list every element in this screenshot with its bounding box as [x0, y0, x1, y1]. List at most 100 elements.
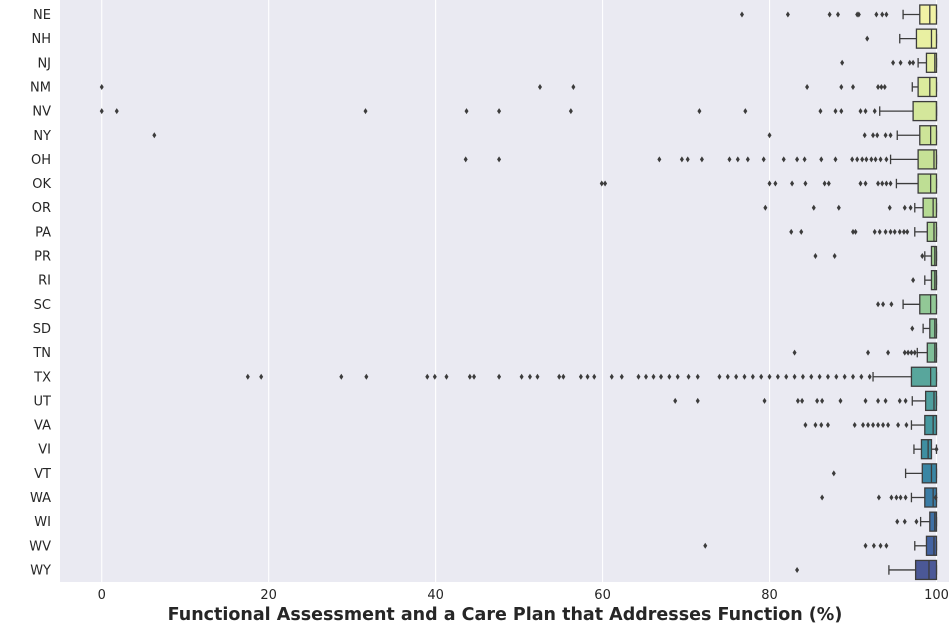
y-tick-label: TX: [33, 370, 51, 385]
outlier-point: [826, 180, 831, 187]
y-tick-label: WV: [29, 539, 51, 554]
outlier-point: [876, 301, 881, 308]
outlier-point: [809, 373, 814, 380]
outlier-point: [497, 373, 502, 380]
outlier-point: [762, 397, 767, 404]
box-ny: [896, 125, 938, 146]
outlier-point: [784, 373, 789, 380]
outlier-point: [884, 156, 889, 163]
outlier-point: [609, 373, 614, 380]
outlier-point: [463, 156, 468, 163]
box-ri: [924, 269, 938, 291]
outlier-point: [874, 11, 879, 18]
outlier-point: [879, 83, 884, 90]
outlier-point: [833, 156, 838, 163]
outlier-point: [792, 349, 797, 356]
outlier-point: [568, 108, 573, 115]
outlier-point: [888, 180, 893, 187]
outlier-point: [839, 108, 844, 115]
outlier-point: [884, 11, 889, 18]
y-tick-label: OK: [32, 177, 51, 192]
outlier-point: [761, 156, 766, 163]
iqr-box: [925, 535, 938, 556]
outlier-point: [259, 373, 264, 380]
outlier-point: [619, 373, 624, 380]
outlier-point: [871, 132, 876, 139]
outlier-point: [557, 373, 562, 380]
y-tick-label: NY: [33, 129, 51, 144]
outlier-point: [883, 397, 888, 404]
iqr-box: [919, 125, 938, 146]
iqr-box: [910, 366, 938, 387]
outlier-point: [858, 108, 863, 115]
outlier-point: [799, 228, 804, 235]
outlier-point: [869, 156, 874, 163]
outlier-point: [805, 83, 810, 90]
outlier-point: [578, 373, 583, 380]
outlier-point: [892, 228, 897, 235]
outlier-point: [880, 11, 885, 18]
box-ne: [902, 4, 938, 25]
outlier-point: [99, 83, 104, 90]
box-sc: [902, 294, 938, 315]
outlier-point: [667, 373, 672, 380]
outlier-point: [603, 180, 608, 187]
outlier-point: [888, 132, 893, 139]
outlier-point: [866, 422, 871, 429]
outlier-point: [535, 373, 540, 380]
iqr-box: [929, 511, 938, 532]
boxes-layer: [872, 4, 938, 581]
outlier-point: [767, 373, 772, 380]
outlier-point: [839, 83, 844, 90]
x-tick-label: 20: [260, 588, 277, 603]
outlier-point: [878, 542, 883, 549]
y-tick-label: UT: [34, 394, 52, 409]
y-tick-labels: NE NH NJ NM NV NY OH OK OR PA PR RI SC SD TN TX UT VA VI VT…: [29, 8, 51, 578]
outlier-point: [363, 108, 368, 115]
outlier-point: [863, 397, 868, 404]
outlier-point: [909, 349, 914, 356]
y-tick-label: VT: [34, 467, 51, 482]
x-tick-label: 0: [98, 588, 106, 603]
outlier-point: [432, 373, 437, 380]
iqr-box: [930, 269, 938, 291]
outlier-point: [876, 180, 881, 187]
outlier-point: [861, 422, 866, 429]
outlier-point: [914, 518, 919, 525]
outlier-point: [789, 228, 794, 235]
outlier-point: [883, 228, 888, 235]
outlier-point: [464, 108, 469, 115]
outlier-point: [742, 373, 747, 380]
outlier-point: [703, 542, 708, 549]
outlier-point: [785, 11, 790, 18]
outlier-point: [679, 156, 684, 163]
outlier-point: [865, 35, 870, 42]
outlier-point: [636, 373, 641, 380]
outlier-point: [727, 156, 732, 163]
outlier-point: [882, 83, 887, 90]
box-pa: [914, 221, 938, 243]
outlier-point: [897, 397, 902, 404]
outlier-point: [825, 422, 830, 429]
outlier-point: [898, 494, 903, 501]
outlier-point: [467, 373, 472, 380]
outlier-point: [659, 373, 664, 380]
outlier-point: [685, 156, 690, 163]
outlier-point: [920, 253, 925, 259]
outlier-point: [875, 132, 880, 139]
outlier-point: [836, 204, 841, 211]
outlier-point: [767, 132, 772, 139]
iqr-box: [917, 76, 938, 98]
y-tick-label: SC: [34, 298, 51, 313]
outlier-point: [795, 566, 800, 573]
outlier-point: [803, 422, 808, 429]
outlier-point: [759, 373, 764, 380]
outlier-point: [886, 349, 891, 356]
x-tick-label: 60: [594, 588, 611, 603]
outlier-point: [934, 446, 939, 453]
outlier-point: [907, 59, 912, 66]
box-or: [914, 197, 938, 218]
outlier-point: [695, 397, 700, 404]
outlier-point: [859, 373, 864, 380]
outlier-point: [895, 518, 900, 525]
